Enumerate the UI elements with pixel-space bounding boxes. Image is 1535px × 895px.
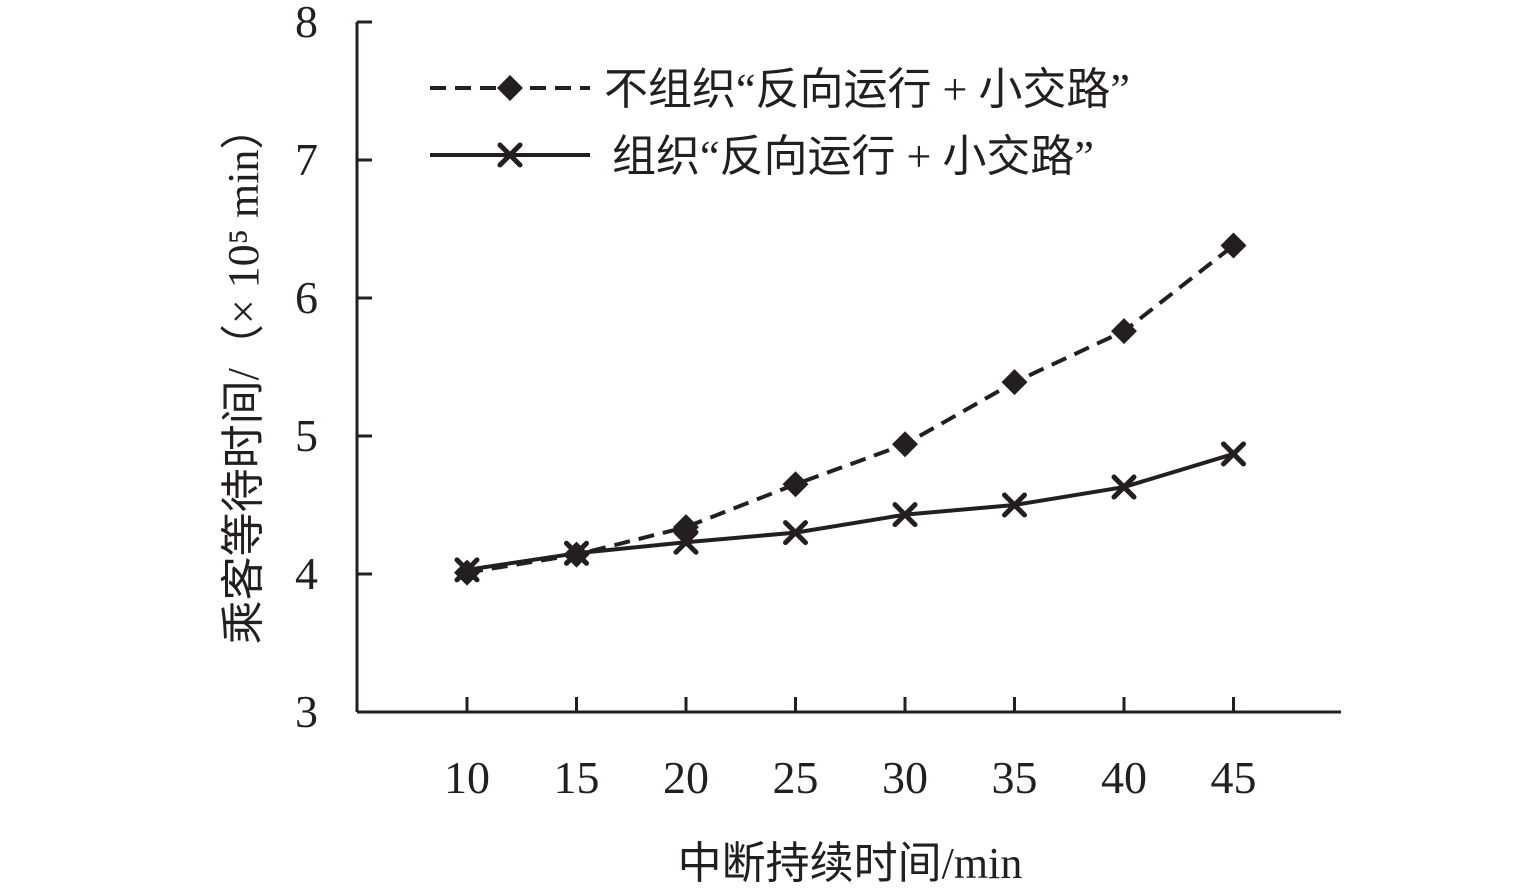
diamond-marker xyxy=(782,471,809,498)
x-marker xyxy=(783,520,808,546)
x-marker xyxy=(892,502,918,528)
diamond-marker xyxy=(1111,318,1137,345)
x-marker xyxy=(1221,441,1246,467)
y-axis-title: 乘客等待时间/（× 10⁵ min） xyxy=(219,106,268,645)
x-marker-stroke xyxy=(564,540,589,566)
y-tick-label: 8 xyxy=(295,0,318,47)
y-tick-label: 6 xyxy=(295,272,318,323)
legend-label: 组织“反向运行 + 小交路” xyxy=(612,132,1094,181)
x-marker-stroke xyxy=(497,142,523,168)
x-tick-label: 10 xyxy=(444,752,490,803)
x-marker-stroke xyxy=(1111,474,1137,500)
x-marker xyxy=(1002,492,1027,518)
x-marker-stroke xyxy=(1002,492,1027,518)
x-tick-label: 25 xyxy=(773,752,819,803)
diamond-marker xyxy=(892,431,918,458)
y-tick-label: 4 xyxy=(295,548,318,599)
legend-x-marker xyxy=(497,142,523,168)
x-marker-stroke xyxy=(454,557,480,583)
legend-label: 不组织“反向运行 + 小交路” xyxy=(604,65,1130,114)
x-tick-label: 40 xyxy=(1101,752,1147,803)
legend-diamond-marker xyxy=(497,75,523,101)
y-ticks: 3 4 5 6 7 8 xyxy=(295,0,372,737)
x-marker xyxy=(673,529,699,555)
series-line-solid xyxy=(466,452,1235,572)
x-tick-label: 35 xyxy=(992,752,1038,803)
x-marker-stroke xyxy=(892,502,918,528)
x-ticks: 10 15 20 25 30 35 40 45 xyxy=(444,697,1257,803)
diamond-marker xyxy=(1001,369,1028,396)
diamond-marker xyxy=(1220,232,1247,259)
legend: 不组织“反向运行 + 小交路” 组织“反向运行 + 小交路” xyxy=(430,65,1130,181)
x-axis-title: 中断持续时间/min xyxy=(678,839,1023,888)
x-marker xyxy=(1111,474,1137,500)
x-tick-label: 20 xyxy=(663,752,709,803)
y-tick-label: 5 xyxy=(295,410,318,461)
x-marker-stroke xyxy=(673,529,699,555)
y-tick-label: 7 xyxy=(295,134,318,185)
x-tick-label: 45 xyxy=(1211,752,1257,803)
y-tick-label: 3 xyxy=(295,686,318,737)
x-marker xyxy=(564,540,589,566)
axes xyxy=(355,22,1341,714)
x-tick-label: 30 xyxy=(882,752,928,803)
series-layer xyxy=(454,232,1247,586)
x-marker xyxy=(454,557,480,583)
x-tick-label: 15 xyxy=(554,752,600,803)
x-marker-stroke xyxy=(783,520,808,546)
x-marker-stroke xyxy=(1221,441,1246,467)
